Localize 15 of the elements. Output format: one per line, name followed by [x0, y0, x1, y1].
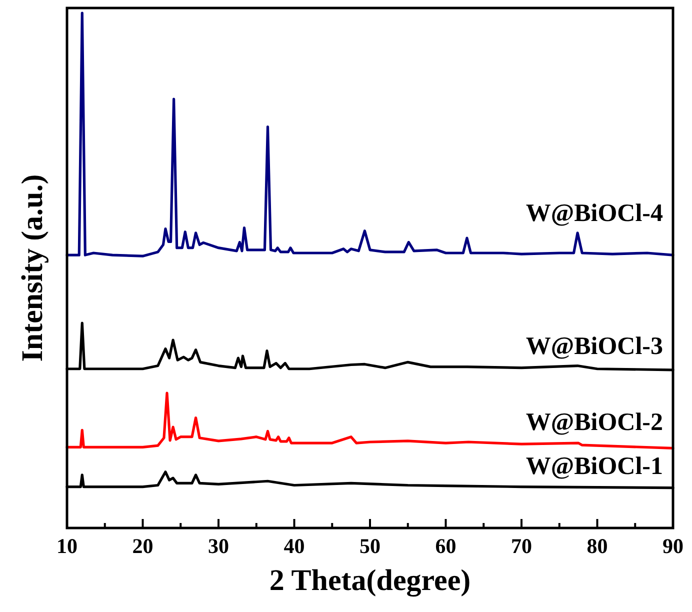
x-tick-label: 50: [360, 534, 380, 558]
x-tick-label: 10: [56, 534, 78, 558]
y-axis-title: Intensity (a.u.): [16, 174, 49, 362]
series-label: W@BiOCl-1: [526, 452, 663, 480]
x-tick-label: 70: [511, 534, 532, 558]
series-label: W@BiOCl-2: [526, 408, 663, 436]
x-tick-label: 40: [284, 534, 305, 558]
x-tick-label: 60: [435, 534, 456, 558]
x-tick-label: 90: [662, 534, 684, 558]
series-label: W@BiOCl-3: [526, 332, 663, 360]
x-tick-label: 30: [208, 534, 229, 558]
x-axis-title: 2 Theta(degree): [269, 564, 471, 597]
x-tick-label: 80: [586, 534, 608, 558]
series-label: W@BiOCl-4: [526, 200, 664, 227]
x-tick-label: 20: [132, 534, 154, 558]
